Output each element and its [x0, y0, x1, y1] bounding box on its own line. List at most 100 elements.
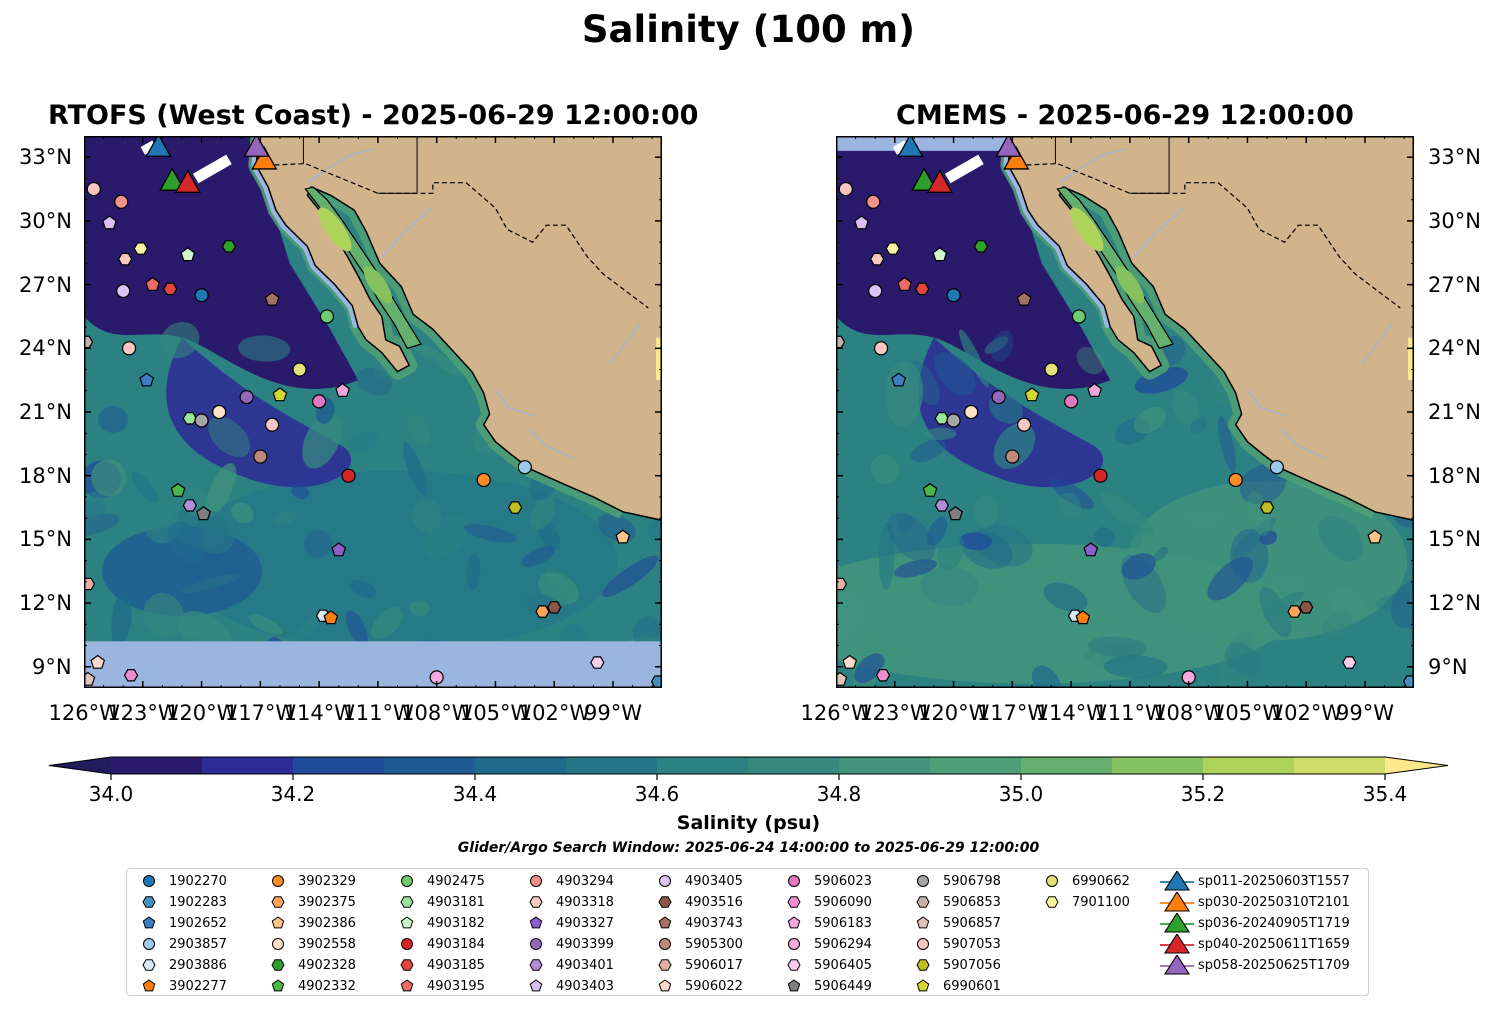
- colorbar-bin: [1294, 757, 1386, 774]
- circle-marker-icon: [143, 938, 155, 950]
- legend-item: 4903185: [393, 955, 485, 975]
- lon-tick-label-right: 99°W: [1336, 701, 1395, 725]
- legend-label: 4903516: [685, 894, 743, 910]
- lon-tick-label-left: 111°W: [342, 701, 414, 725]
- glider-marker-sp040-20250611T1659: [926, 169, 953, 193]
- lat-tick-label-left: 12°N: [19, 591, 72, 616]
- legend-item: 3902375: [264, 892, 356, 912]
- legend-label: 5906183: [814, 915, 872, 931]
- legend-label: 5906023: [814, 873, 872, 889]
- float-marker-1902270: [194, 288, 209, 303]
- float-marker-4903185: [915, 282, 930, 296]
- float-marker-3902558: [212, 404, 227, 420]
- legend-item: 3902329: [264, 871, 356, 891]
- legend-label: 3902375: [298, 894, 356, 910]
- lon-tick-label-right: 102°W: [1270, 701, 1343, 725]
- float-marker-7901100: [885, 242, 900, 255]
- lon-tick-label-right: 123°W: [859, 701, 931, 725]
- legend-label: 1902283: [169, 894, 227, 910]
- hexagon-marker-icon: [529, 896, 543, 908]
- glider-marker-sp030-20250310T2101: [251, 146, 278, 170]
- colorbar-over-extension: [1385, 757, 1448, 774]
- hexagon-marker-icon: [400, 959, 414, 971]
- float-marker-4903399: [239, 390, 254, 405]
- float-marker-5906405: [1342, 656, 1357, 669]
- colorbar-bin: [384, 757, 476, 774]
- float-marker-4903516: [547, 601, 562, 614]
- legend-item: 4902328: [264, 955, 356, 975]
- legend-item: 4903181: [393, 892, 485, 912]
- glider-marker-sp030-20250310T2101: [1003, 146, 1030, 170]
- legend-item: 5906023: [780, 871, 872, 891]
- float-marker-4903318: [869, 252, 885, 266]
- lat-tick-label-right: 12°N: [1428, 591, 1481, 616]
- legend-item: 7901100: [1038, 892, 1130, 912]
- lon-tick-label-right: 114°W: [1035, 701, 1107, 725]
- pentagon-marker-icon: [658, 979, 672, 992]
- legend-label: sp040-20250611T1659: [1198, 936, 1350, 952]
- legend-label: 5906405: [814, 957, 872, 973]
- float-marker-3902329: [1228, 472, 1243, 488]
- float-marker-1902652: [139, 372, 155, 387]
- legend-item: 4903182: [393, 913, 485, 933]
- legend-label: 4903401: [556, 957, 614, 973]
- lon-tick-label-left: 114°W: [283, 701, 355, 725]
- float-marker-3902558: [964, 404, 979, 420]
- pentagon-marker-icon: [271, 916, 285, 929]
- legend-item: 2903886: [135, 955, 227, 975]
- glider-legend-icon: [1160, 892, 1194, 912]
- legend-item: sp030-20250310T2101: [1160, 892, 1350, 912]
- glider-marker-sp058-20250625T1709: [243, 136, 270, 157]
- lon-tick-label-left: 123°W: [107, 701, 179, 725]
- float-marker-unlabeled-45: [121, 341, 137, 356]
- float-marker-4902332: [922, 482, 938, 497]
- circle-marker-icon: [788, 938, 800, 950]
- legend-item: 4903399: [522, 934, 614, 954]
- float-marker-5907053: [1016, 417, 1032, 432]
- hexagon-marker-icon: [1045, 896, 1059, 908]
- float-marker-5906090: [123, 668, 139, 682]
- colorbar-bin: [1112, 757, 1204, 774]
- float-marker-5906857: [836, 671, 848, 686]
- colorbar-bin: [1021, 757, 1113, 774]
- float-marker-4902328: [973, 240, 989, 253]
- float-marker-7901100: [133, 242, 148, 255]
- colorbar-tick-label: 34.0: [89, 782, 134, 806]
- lat-tick-label-left: 24°N: [19, 336, 72, 361]
- lon-tick-label-right: 108°W: [1153, 701, 1225, 725]
- hexagon-marker-icon: [787, 959, 801, 971]
- colorbar-label: Salinity (psu): [676, 812, 821, 834]
- legend-label: 3902277: [169, 978, 227, 994]
- colorbar-bin: [1203, 757, 1295, 774]
- legend-item: 3902277: [135, 976, 227, 996]
- panel-title-cmems: CMEMS - 2025-06-29 12:00:00: [896, 100, 1354, 131]
- float-marker-6990662: [292, 362, 307, 377]
- hexagon-marker-icon: [142, 896, 156, 908]
- legend-label: 5906798: [943, 873, 1001, 889]
- circle-marker-icon: [917, 875, 929, 887]
- colorbar-bin: [111, 757, 203, 774]
- glider-legend-icon: [1160, 934, 1194, 954]
- circle-marker-icon: [530, 938, 542, 950]
- lon-tick-label-right: 105°W: [1211, 701, 1284, 725]
- float-marker-4903294: [866, 194, 881, 209]
- lon-tick-label-left: 108°W: [401, 701, 473, 725]
- legend-label: 5907056: [943, 957, 1001, 973]
- lat-tick-label-right: 18°N: [1428, 463, 1481, 488]
- float-marker-4903181: [182, 412, 197, 425]
- lat-tick-label-right: 33°N: [1428, 145, 1481, 170]
- float-marker-4903195: [145, 276, 160, 291]
- legend-item: 5906405: [780, 955, 872, 975]
- float-marker-3902329: [476, 472, 491, 488]
- legend-label: 2903886: [169, 957, 227, 973]
- legend-label: 5905300: [685, 936, 743, 952]
- legend-item: 3902386: [264, 913, 356, 933]
- glider-marker-sp011-20250603T1557: [145, 136, 172, 157]
- pentagon-marker-icon: [529, 916, 543, 929]
- float-marker-5906449: [948, 506, 963, 521]
- legend-label: 5906449: [814, 978, 872, 994]
- map-panel-rtofs: [84, 136, 662, 688]
- circle-marker-icon: [530, 875, 542, 887]
- legend-item: 1902270: [135, 871, 227, 891]
- float-marker-3902277: [1075, 610, 1091, 625]
